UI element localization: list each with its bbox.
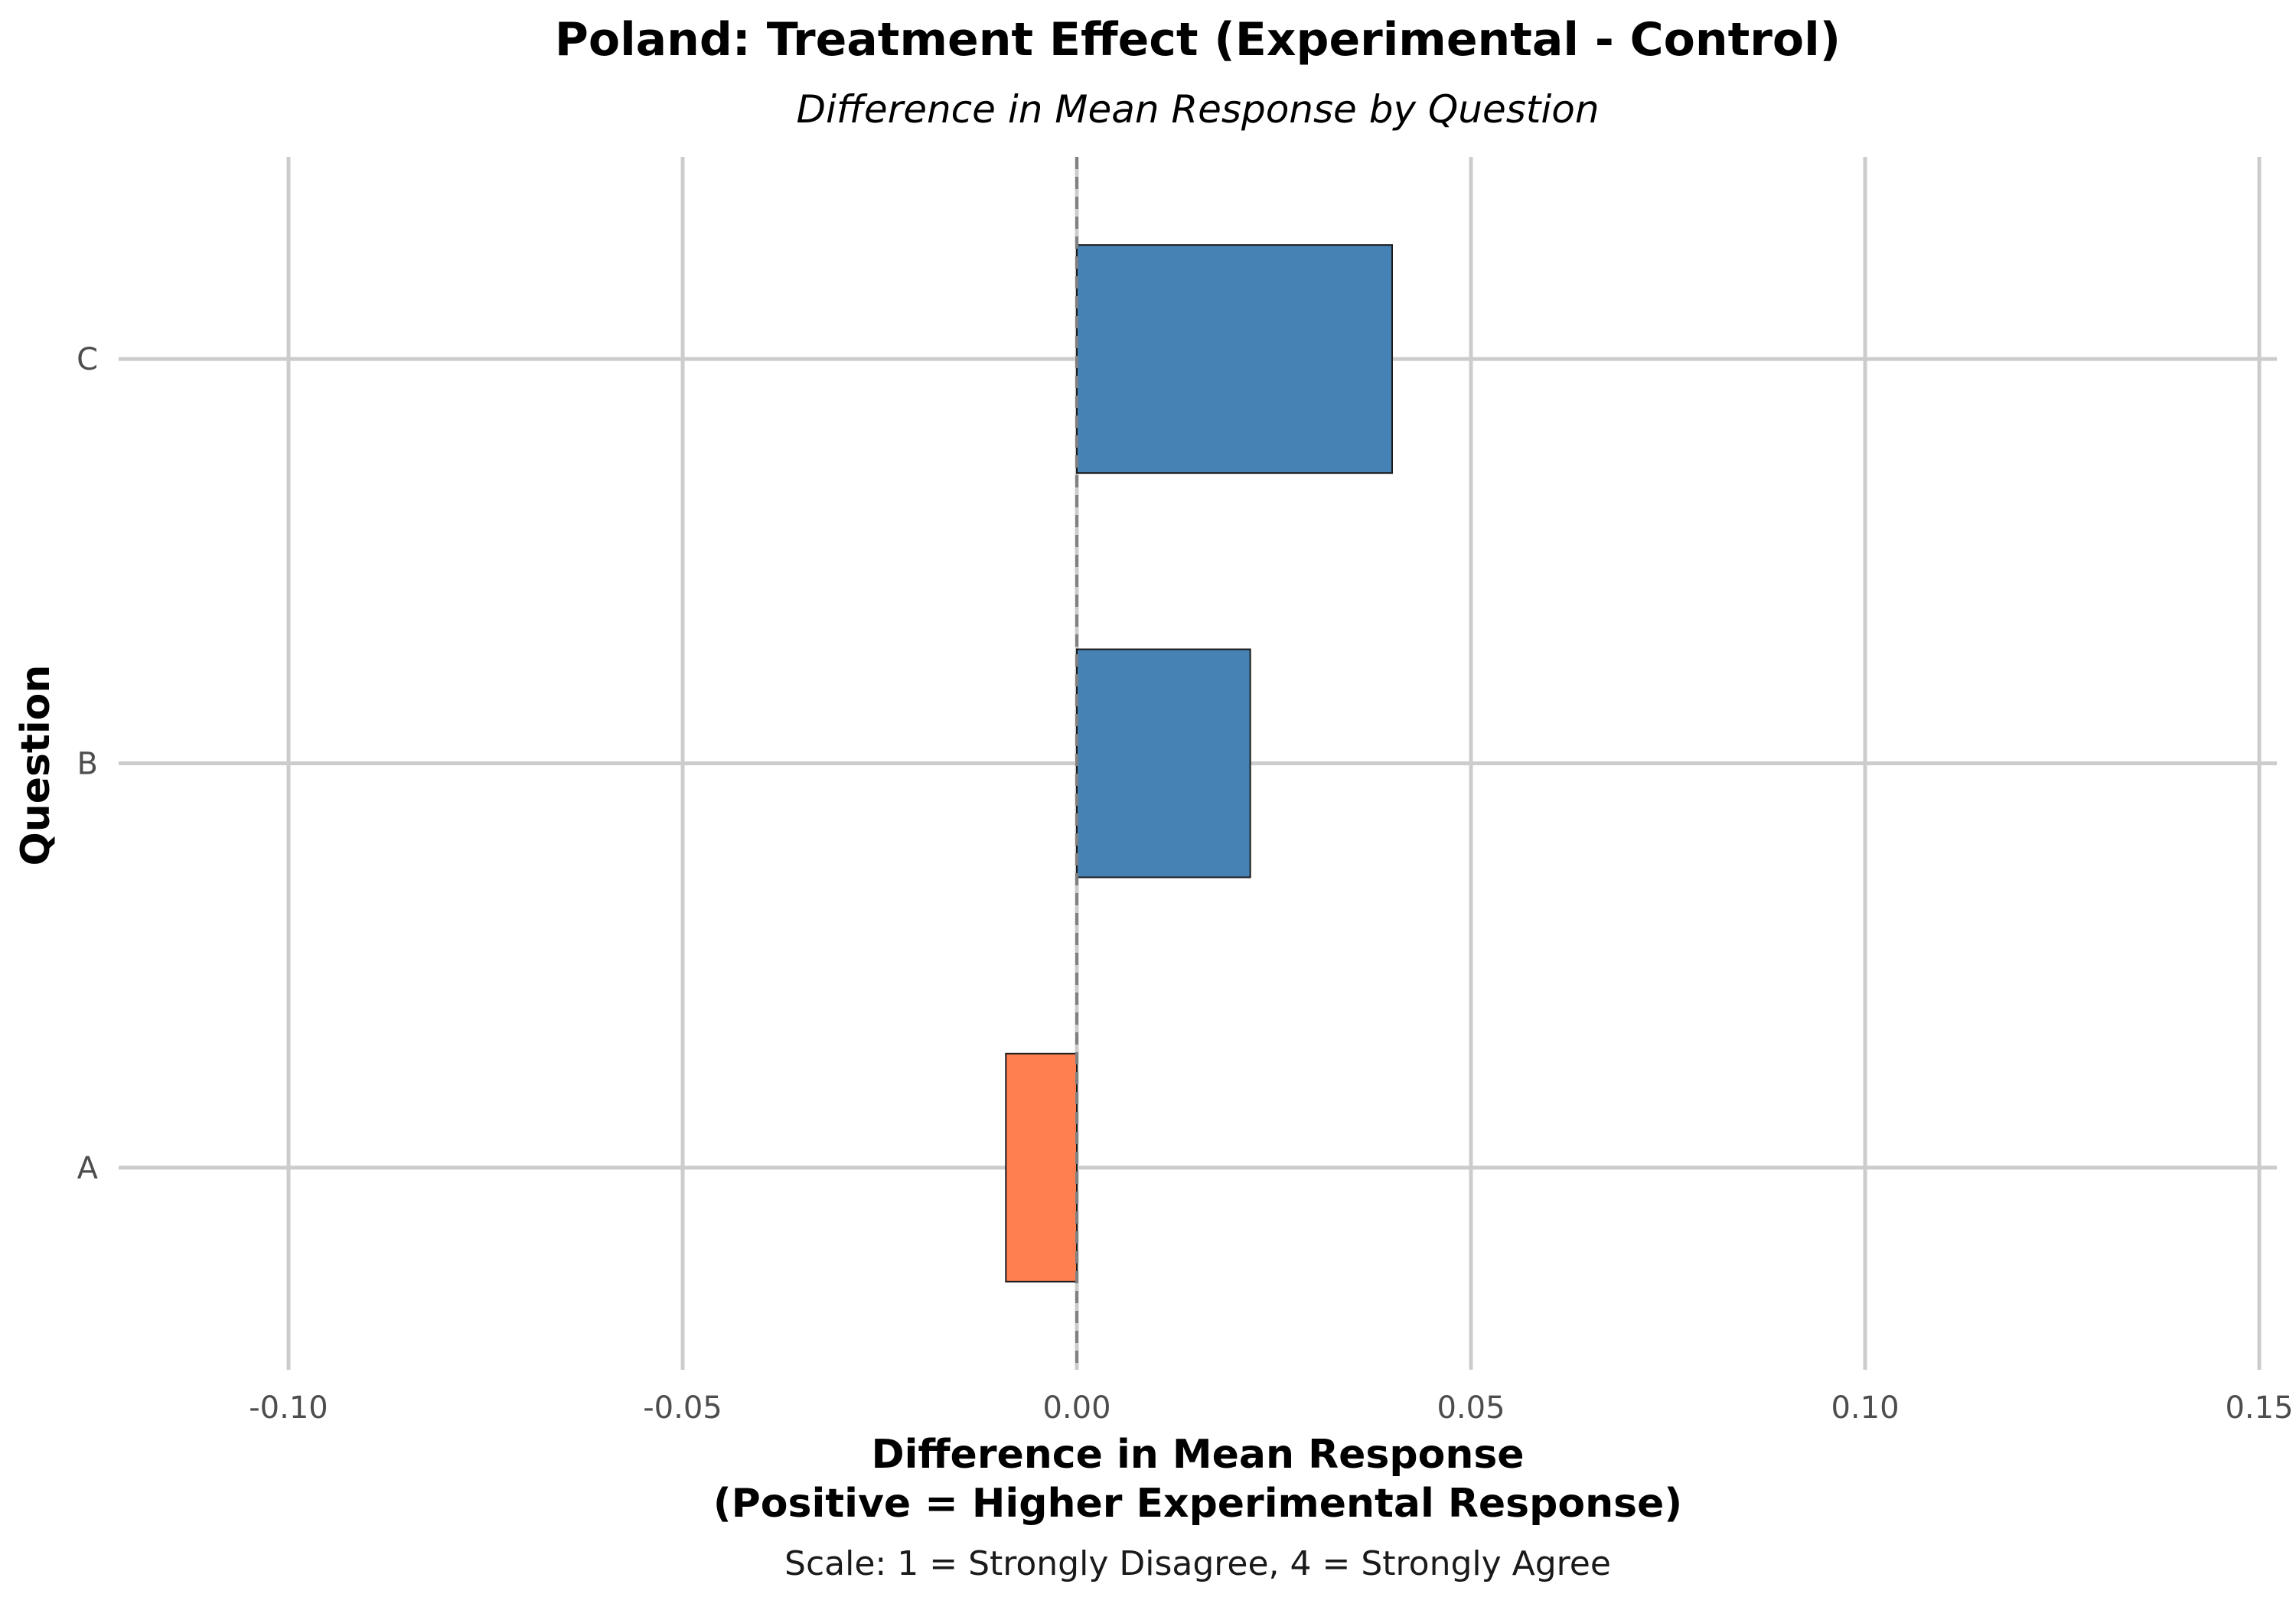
x-axis-title-line2: (Positive = Higher Experimental Response… [713, 1481, 1682, 1527]
y-tick-label: B [77, 747, 98, 782]
bar-a [1005, 1052, 1078, 1283]
x-tick-label: -0.10 [249, 1390, 328, 1426]
y-axis-ticks: A B C [77, 342, 99, 1186]
chart-title: Poland: Treatment Effect (Experimental -… [555, 13, 1841, 67]
x-tick-label: 0.00 [1042, 1390, 1110, 1426]
bar-b [1076, 648, 1251, 878]
bar-c [1076, 244, 1393, 474]
x-axis-title-line1: Difference in Mean Response [871, 1432, 1524, 1478]
chart-caption: Scale: 1 = Strongly Disagree, 4 = Strong… [784, 1544, 1611, 1583]
chart-subtitle: Difference in Mean Response by Question [796, 87, 1599, 132]
x-tick-label: 0.10 [1831, 1390, 1899, 1426]
bars [1005, 244, 1393, 1283]
y-tick-label: A [77, 1151, 99, 1186]
x-axis-ticks: -0.10 -0.05 0.00 0.05 0.10 0.15 [249, 1390, 2293, 1426]
y-axis-title: Question [13, 665, 59, 866]
y-tick-label: C [77, 342, 98, 377]
x-tick-label: -0.05 [643, 1390, 722, 1426]
x-tick-label: 0.15 [2225, 1390, 2293, 1426]
x-tick-label: 0.05 [1437, 1390, 1505, 1426]
